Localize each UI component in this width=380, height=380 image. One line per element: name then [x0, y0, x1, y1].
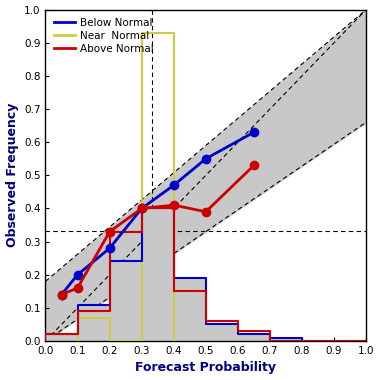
Bar — [78, 304, 109, 341]
Bar — [270, 338, 302, 341]
Bar — [174, 278, 206, 341]
Legend: Below Normal, Near  Normal, Above Normal: Below Normal, Near Normal, Above Normal — [51, 15, 157, 57]
Bar — [206, 325, 238, 341]
X-axis label: Forecast Probability: Forecast Probability — [135, 361, 276, 374]
Bar — [46, 334, 78, 341]
Bar — [109, 261, 142, 341]
Y-axis label: Observed Frequency: Observed Frequency — [6, 103, 19, 247]
Bar — [142, 209, 174, 341]
Bar — [238, 334, 270, 341]
